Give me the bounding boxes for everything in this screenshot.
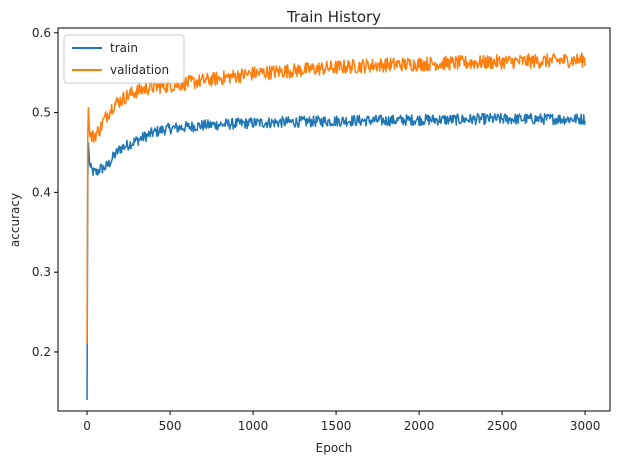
y-axis-title: accuracy [8,193,22,247]
x-axis-ticks: 0 500 1000 1500 2000 2500 3000 [83,411,600,433]
y-axis-ticks: 0.2 0.3 0.4 0.5 0.6 [32,26,58,359]
x-tick-label: 1500 [321,419,352,433]
plot-frame [57,27,611,412]
chart-title: Train History [286,8,381,26]
y-tick-label: 0.4 [32,185,51,199]
x-tick-label: 500 [159,419,182,433]
plot-lines [86,52,586,400]
y-tick-label: 0.3 [32,265,51,279]
x-tick-label: 2500 [487,419,518,433]
y-tick-label: 0.5 [32,106,51,120]
x-axis-title: Epoch [316,441,353,455]
legend: train validation [63,34,185,84]
y-tick-label: 0.2 [32,345,51,359]
legend-label-train: train [110,41,138,55]
x-tick-label: 3000 [570,419,601,433]
series-line-train [86,112,586,400]
x-tick-label: 1000 [238,419,269,433]
x-tick-label: 2000 [404,419,435,433]
legend-label-validation: validation [110,63,169,77]
x-tick-label: 0 [83,419,91,433]
series-line-validation [86,52,586,344]
y-tick-label: 0.6 [32,26,51,40]
